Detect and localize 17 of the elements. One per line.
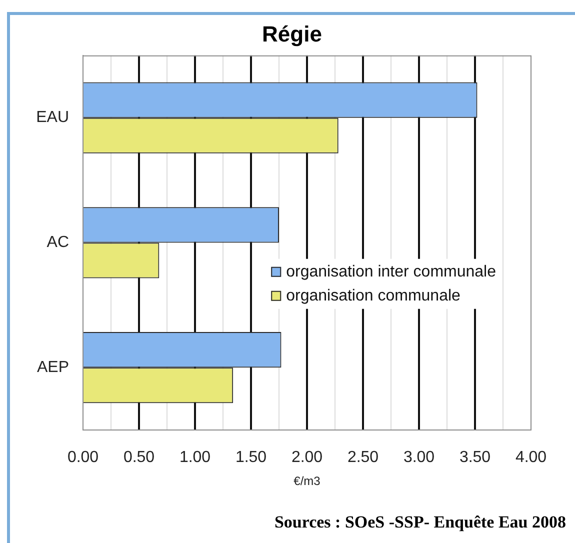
x-tick-label: 3.00 — [403, 449, 435, 466]
x-tick-label: 0.50 — [123, 449, 155, 466]
x-tick-label: 4.00 — [515, 449, 547, 466]
source-note: Sources : SOeS -SSP- Enquête Eau 2008 — [274, 512, 566, 532]
chart-title: Régie — [262, 21, 322, 46]
y-tick-label: AC — [46, 234, 69, 252]
legend-label: organisation communale — [286, 287, 461, 304]
x-tick-label: 1.50 — [235, 449, 267, 466]
y-tick-label: AEP — [36, 358, 69, 376]
x-tick-label: 2.00 — [291, 449, 323, 466]
x-axis-title: €/m3 — [294, 474, 321, 488]
legend-label: organisation inter communale — [286, 263, 496, 280]
y-tick-label: EAU — [36, 109, 69, 126]
x-tick-label: 1.00 — [179, 449, 211, 466]
x-tick-label: 2.50 — [347, 449, 379, 466]
x-tick-label: 3.50 — [459, 449, 491, 466]
x-tick-label: 0.00 — [67, 449, 99, 466]
